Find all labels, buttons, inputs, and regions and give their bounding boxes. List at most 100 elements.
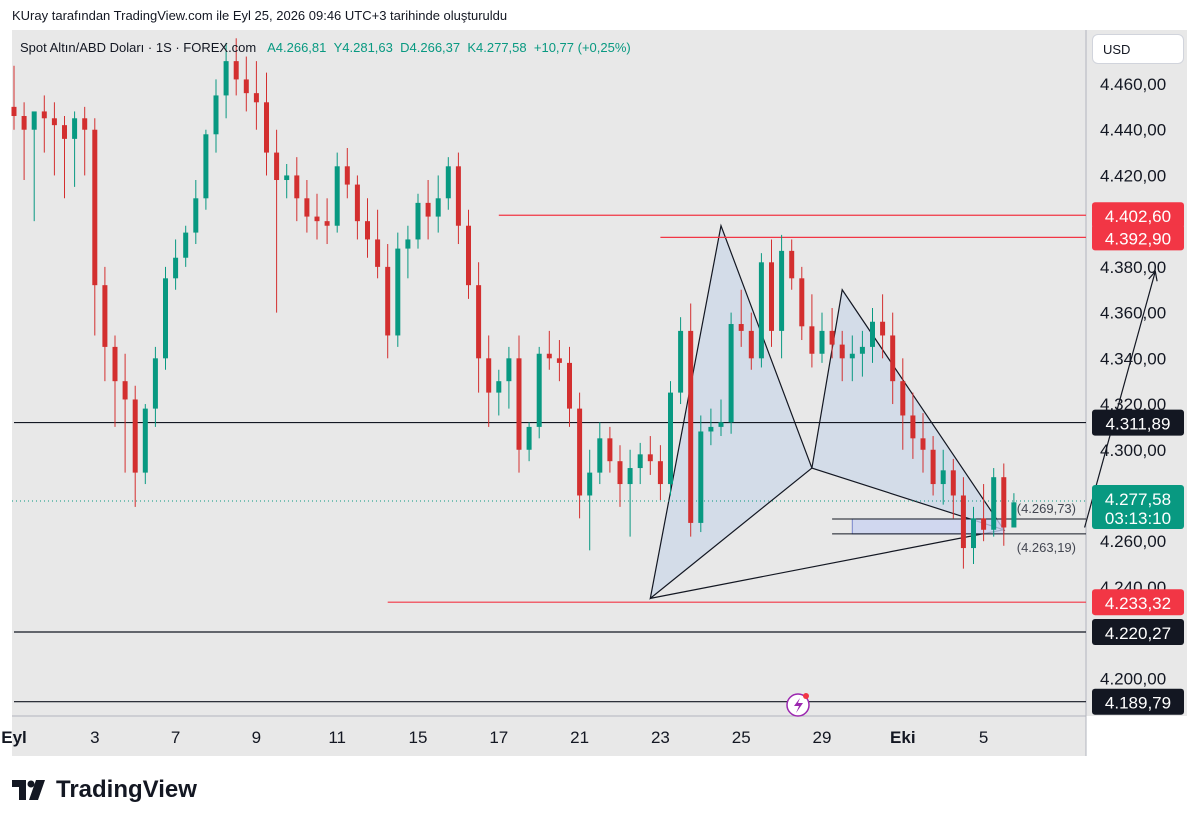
candle-down[interactable] (233, 61, 239, 80)
candle-down[interactable] (617, 461, 623, 485)
candle-down[interactable] (314, 216, 320, 222)
candle-down[interactable] (264, 102, 269, 153)
candle-up[interactable] (819, 330, 825, 354)
candle-up[interactable] (31, 111, 37, 130)
candle-up[interactable] (718, 422, 724, 427)
candle-down[interactable] (920, 438, 926, 450)
candle-down[interactable] (253, 93, 259, 103)
candle-up[interactable] (405, 239, 411, 249)
candle-down[interactable] (304, 198, 310, 217)
candle-down[interactable] (890, 335, 896, 382)
candle-down[interactable] (92, 129, 98, 286)
candle-up[interactable] (971, 518, 976, 549)
candle-up[interactable] (163, 278, 168, 359)
candle-down[interactable] (425, 202, 431, 217)
symbol-name[interactable]: Spot Altın/ABD Doları · 1S · FOREX.com (20, 40, 257, 55)
candle-down[interactable] (324, 221, 330, 226)
time-axis-background[interactable] (12, 716, 1086, 756)
candle-down[interactable] (567, 362, 572, 409)
candle-down[interactable] (385, 266, 391, 336)
candle-down[interactable] (880, 321, 886, 336)
plot-background[interactable] (12, 30, 1086, 716)
candle-down[interactable] (657, 461, 663, 485)
candle-down[interactable] (839, 344, 845, 359)
candle-down[interactable] (556, 358, 562, 363)
candle-up[interactable] (708, 426, 714, 432)
candle-down[interactable] (132, 399, 138, 473)
candle-up[interactable] (506, 358, 512, 382)
candle-up[interactable] (142, 408, 148, 473)
resistance-price-tag[interactable] (1092, 589, 1184, 616)
candle-down[interactable] (607, 438, 613, 462)
prz-zone[interactable] (851, 518, 1005, 535)
candle-up[interactable] (173, 257, 179, 279)
candle-down[interactable] (243, 79, 249, 94)
candle-down[interactable] (466, 225, 471, 286)
candle-up[interactable] (779, 250, 785, 331)
candle-down[interactable] (344, 166, 350, 185)
candle-down[interactable] (516, 358, 522, 450)
candle-up[interactable] (203, 134, 209, 199)
candle-down[interactable] (486, 358, 492, 393)
candle-down[interactable] (748, 330, 754, 359)
candle-down[interactable] (910, 415, 916, 439)
candle-down[interactable] (546, 353, 552, 359)
candle-up[interactable] (152, 358, 158, 409)
candle-down[interactable] (11, 106, 17, 117)
resistance-price-tag[interactable] (1092, 202, 1184, 229)
candle-down[interactable] (1001, 477, 1007, 528)
candle-up[interactable] (193, 198, 199, 233)
candle-down[interactable] (51, 118, 57, 126)
support-price-tag[interactable] (1092, 619, 1184, 646)
candle-up[interactable] (940, 470, 946, 485)
candle-down[interactable] (354, 184, 360, 222)
candle-up[interactable] (72, 118, 78, 139)
candle-up[interactable] (758, 262, 764, 359)
candle-down[interactable] (900, 381, 906, 416)
candle-down[interactable] (930, 449, 936, 485)
candle-up[interactable] (991, 477, 997, 530)
candle-down[interactable] (789, 250, 795, 279)
candle-up[interactable] (395, 248, 401, 336)
candle-down[interactable] (476, 285, 482, 359)
resistance-price-tag[interactable] (1092, 224, 1184, 251)
candle-up[interactable] (1011, 502, 1017, 528)
candle-down[interactable] (950, 470, 956, 496)
candle-up[interactable] (496, 381, 502, 393)
candle-up[interactable] (597, 438, 603, 473)
candle-down[interactable] (799, 278, 805, 327)
candle-down[interactable] (112, 346, 118, 382)
candle-down[interactable] (960, 495, 966, 549)
candle-up[interactable] (526, 426, 532, 450)
candle-down[interactable] (738, 324, 744, 331)
candle-up[interactable] (223, 61, 229, 96)
candle-up[interactable] (445, 166, 451, 199)
candle-up[interactable] (213, 95, 219, 135)
harmonic-xd-leg[interactable] (650, 529, 1004, 599)
candle-down[interactable] (102, 285, 108, 347)
candle-down[interactable] (455, 166, 461, 226)
candle-down[interactable] (62, 125, 67, 139)
support-price-tag[interactable] (1092, 409, 1184, 436)
candle-down[interactable] (122, 381, 128, 400)
candle-down[interactable] (294, 175, 300, 199)
candle-up[interactable] (284, 175, 290, 181)
candle-up[interactable] (435, 198, 441, 217)
candle-up[interactable] (334, 166, 340, 226)
candle-up[interactable] (849, 353, 855, 359)
candle-up[interactable] (536, 353, 542, 427)
candle-down[interactable] (577, 408, 583, 496)
candle-down[interactable] (809, 326, 815, 354)
candle-up[interactable] (637, 454, 643, 469)
projection-arrow-line[interactable] (1084, 271, 1156, 528)
candle-down[interactable] (647, 454, 653, 462)
candle-up[interactable] (183, 232, 189, 258)
candle-down[interactable] (274, 152, 280, 181)
candle-down[interactable] (769, 262, 774, 331)
candle-down[interactable] (82, 118, 88, 130)
candle-up[interactable] (587, 472, 593, 496)
candle-down[interactable] (375, 239, 381, 267)
candle-up[interactable] (870, 321, 875, 347)
candle-up[interactable] (859, 346, 865, 354)
